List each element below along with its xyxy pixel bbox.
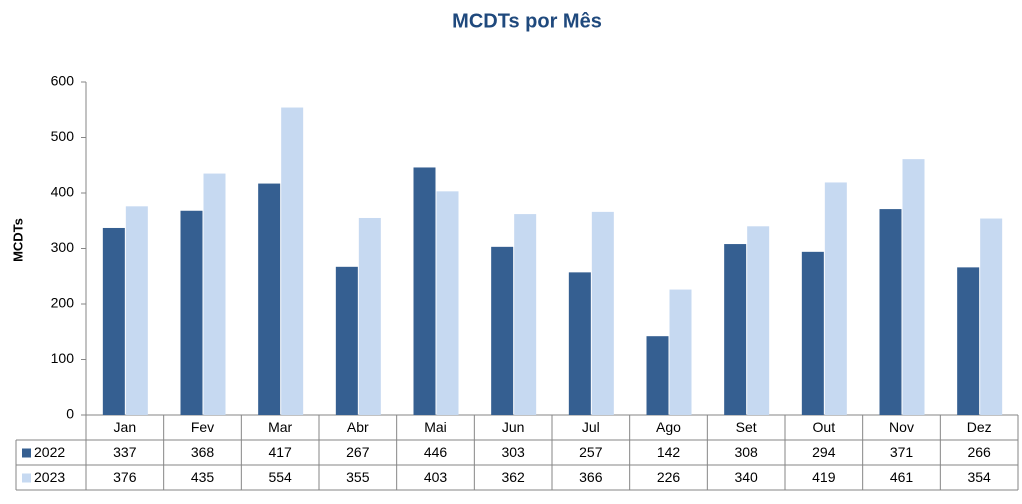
y-tick-label: 0 (66, 406, 74, 422)
x-tick-label: Ago (656, 419, 681, 435)
table-value: 446 (424, 444, 448, 460)
bar (646, 336, 669, 415)
x-tick-label: Jun (502, 419, 525, 435)
bar (747, 226, 770, 415)
table-value: 403 (424, 469, 448, 485)
table-value: 461 (890, 469, 914, 485)
bar (125, 206, 148, 415)
x-tick-label: Nov (889, 419, 914, 435)
table-value: 294 (812, 444, 836, 460)
table-value: 226 (657, 469, 681, 485)
x-tick-label: Dez (967, 419, 992, 435)
table-value: 435 (191, 469, 215, 485)
bar (281, 107, 304, 415)
bar (801, 251, 824, 415)
x-tick-label: Jan (114, 419, 137, 435)
bar (824, 182, 847, 415)
bar (568, 272, 591, 415)
bar (879, 209, 902, 415)
table-value: 419 (812, 469, 836, 485)
table-value: 368 (191, 444, 215, 460)
y-tick-label: 600 (51, 73, 75, 89)
legend-swatch (22, 473, 31, 483)
table-value: 417 (268, 444, 292, 460)
y-tick-label: 300 (51, 239, 75, 255)
bar (902, 159, 925, 415)
bar (980, 218, 1003, 415)
table-value: 308 (734, 444, 758, 460)
y-tick-label: 200 (51, 295, 75, 311)
table-value: 354 (967, 469, 991, 485)
bar (669, 289, 692, 415)
table-value: 355 (346, 469, 370, 485)
bar (491, 246, 514, 415)
bar (514, 214, 537, 415)
bar (591, 211, 614, 415)
bar (724, 244, 747, 415)
table-value: 257 (579, 444, 603, 460)
bar (413, 167, 436, 415)
bar (335, 266, 358, 415)
x-tick-label: Fev (191, 419, 214, 435)
bar (203, 173, 226, 415)
legend-label: 2023 (34, 469, 65, 485)
table-value: 303 (501, 444, 525, 460)
y-axis-label: MCDTs (10, 218, 25, 262)
bar (358, 217, 381, 415)
y-tick-label: 400 (51, 184, 75, 200)
bar (102, 227, 125, 415)
x-tick-label: Mar (268, 419, 292, 435)
bar (957, 267, 980, 415)
bar (258, 183, 281, 415)
y-tick-label: 100 (51, 350, 75, 366)
table-value: 267 (346, 444, 370, 460)
x-tick-label: Set (736, 419, 757, 435)
bar (180, 210, 203, 415)
table-value: 340 (734, 469, 758, 485)
table-value: 554 (268, 469, 292, 485)
x-tick-label: Jul (582, 419, 600, 435)
x-tick-label: Mai (424, 419, 447, 435)
legend-swatch (22, 448, 31, 458)
legend-label: 2022 (34, 444, 65, 460)
table-value: 142 (657, 444, 681, 460)
bar (436, 191, 459, 415)
table-value: 337 (113, 444, 137, 460)
table-value: 366 (579, 469, 603, 485)
chart-title: MCDTs por Mês (452, 10, 602, 32)
table-value: 362 (501, 469, 525, 485)
table-value: 376 (113, 469, 137, 485)
y-tick-label: 500 (51, 128, 75, 144)
table-value: 266 (967, 444, 991, 460)
x-tick-label: Abr (347, 419, 369, 435)
table-value: 371 (890, 444, 914, 460)
x-tick-label: Out (813, 419, 836, 435)
